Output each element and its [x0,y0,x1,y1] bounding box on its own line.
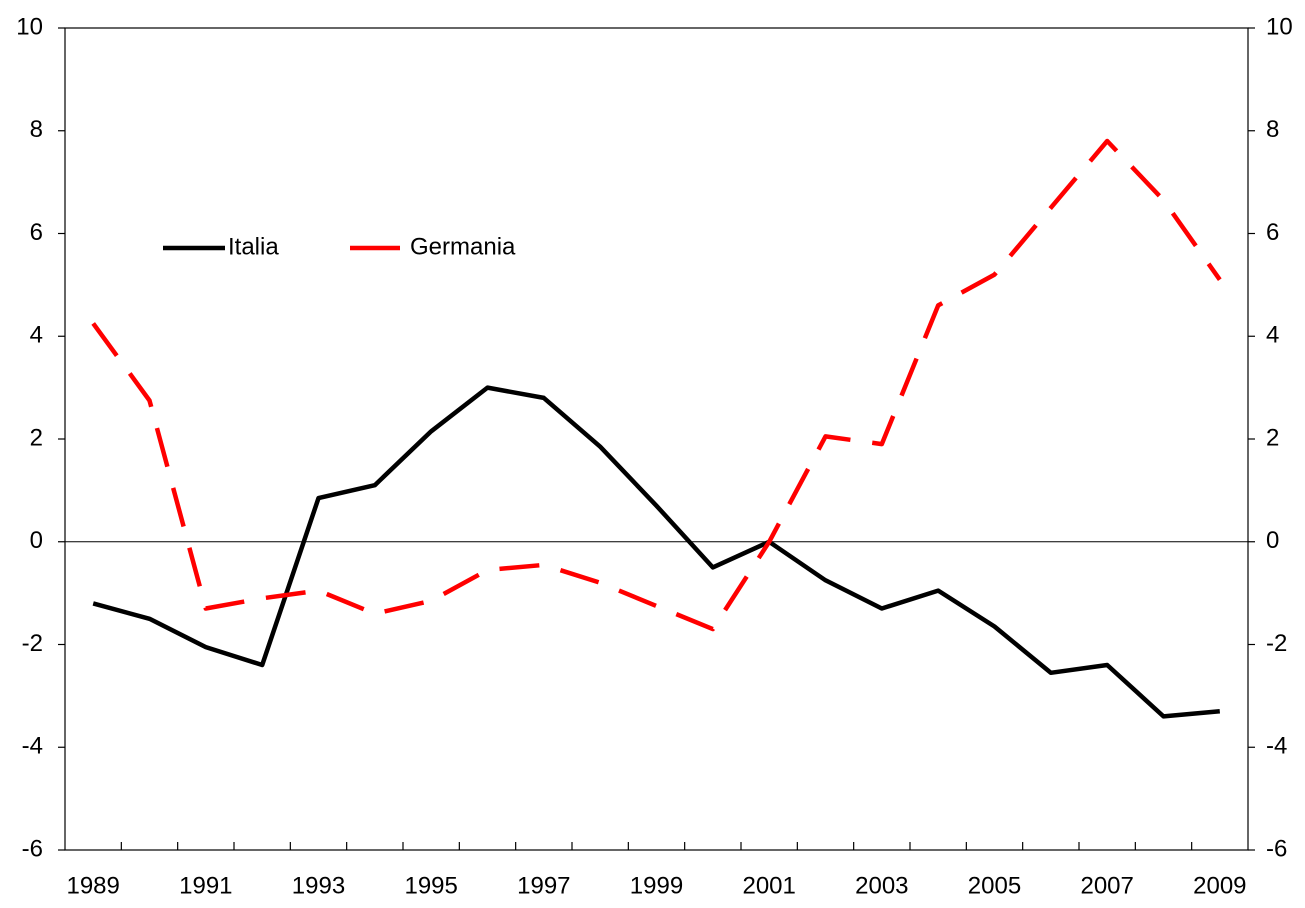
series-line [92,385,1221,719]
x-tick-label: 2007 [1080,872,1133,899]
y-tick-label: -2 [22,630,43,657]
y-tick-label: 10 [16,13,43,40]
x-tick-label: 2003 [855,872,908,899]
y-tick-label: 8 [30,116,43,143]
y2-tick-label: 4 [1266,322,1279,349]
y2-tick-label: 8 [1266,116,1279,143]
x-tick-label: 1989 [66,872,119,899]
x-tick-label: 2001 [742,872,795,899]
x-tick-label: 2005 [968,872,1021,899]
x-tick-label: 2009 [1193,872,1246,899]
y-tick-label: -4 [22,733,43,760]
y2-tick-label: 10 [1266,13,1293,40]
y2-tick-label: -6 [1266,835,1287,862]
x-tick-label: 1993 [292,872,345,899]
y-tick-label: 4 [30,322,43,349]
y-tick-label: 0 [30,527,43,554]
y2-tick-label: -2 [1266,630,1287,657]
y2-tick-label: 0 [1266,527,1279,554]
legend-label: Germania [410,233,516,260]
y2-tick-label: 6 [1266,219,1279,246]
y-tick-label: 6 [30,219,43,246]
y2-tick-label: 2 [1266,424,1279,451]
series-line [91,138,1222,632]
x-tick-label: 1991 [179,872,232,899]
y-tick-label: 2 [30,424,43,451]
y2-tick-label: -4 [1266,733,1287,760]
x-tick-label: 1999 [630,872,683,899]
legend-label: Italia [228,233,279,260]
y-tick-label: -6 [22,835,43,862]
plot-frame [64,27,1249,851]
x-tick-label: 1997 [517,872,570,899]
x-tick-label: 1995 [404,872,457,899]
